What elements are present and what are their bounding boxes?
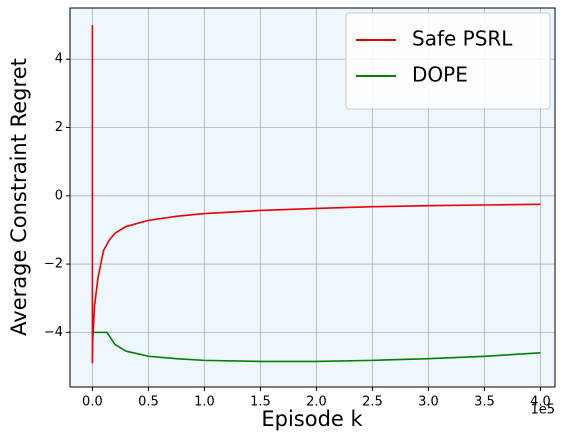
x-tick-label: 2.5 (362, 395, 383, 410)
legend-box (345, 12, 551, 110)
y-tick-label: 4 (55, 52, 63, 67)
x-tick-label: 3.5 (474, 395, 495, 410)
x-tick-label: 1.5 (250, 395, 271, 410)
plot-frame (69, 7, 556, 388)
y-tick-label: −4 (44, 325, 63, 340)
x-axis-label: Episode k (261, 407, 363, 431)
x-tick-label: 3.0 (418, 395, 439, 410)
y-axis-label: Average Constraint Regret (7, 58, 31, 336)
x-tick-label: 2.0 (306, 395, 327, 410)
legend-label: DOPE (412, 63, 468, 87)
legend-label: Safe PSRL (412, 27, 513, 51)
y-tick-label: 2 (55, 120, 63, 135)
y-tick-label: 0 (55, 188, 63, 203)
x-offset-label: 1e5 (530, 403, 555, 418)
x-tick-label: 1.0 (194, 395, 215, 410)
y-tick-label: −2 (44, 257, 63, 272)
line (92, 331, 541, 363)
x-tick-label: 4.0 (530, 395, 551, 410)
line (91, 25, 541, 364)
x-tick-label: 0.0 (82, 395, 103, 410)
x-tick-label: 0.5 (138, 395, 159, 410)
